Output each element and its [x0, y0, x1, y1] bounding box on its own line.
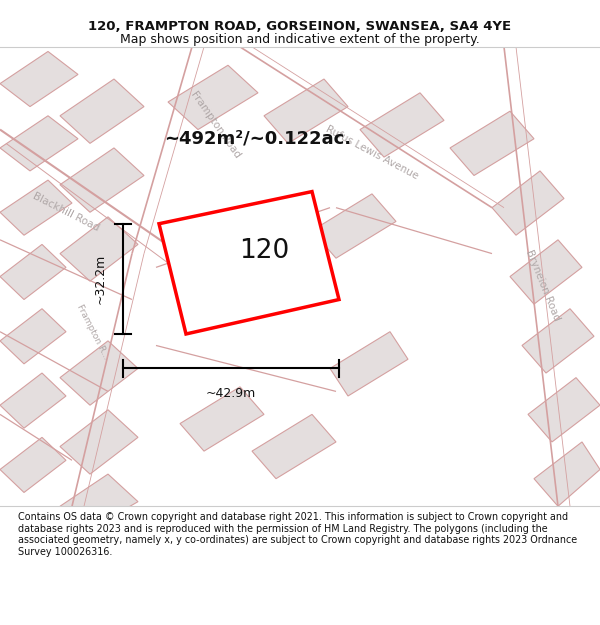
Polygon shape — [522, 309, 594, 373]
Text: Frampton Road: Frampton Road — [189, 90, 243, 160]
Text: 120, FRAMPTON ROAD, GORSEINON, SWANSEA, SA4 4YE: 120, FRAMPTON ROAD, GORSEINON, SWANSEA, … — [88, 20, 512, 33]
Text: Bryneion Road: Bryneion Road — [524, 249, 562, 322]
Polygon shape — [60, 341, 138, 405]
Text: Contains OS data © Crown copyright and database right 2021. This information is : Contains OS data © Crown copyright and d… — [18, 512, 577, 557]
Text: ~42.9m: ~42.9m — [206, 388, 256, 400]
Polygon shape — [0, 51, 78, 107]
Polygon shape — [60, 79, 144, 143]
Polygon shape — [0, 116, 78, 171]
Polygon shape — [330, 332, 408, 396]
Polygon shape — [450, 111, 534, 176]
Polygon shape — [60, 148, 144, 213]
Polygon shape — [264, 79, 348, 143]
Polygon shape — [0, 373, 66, 428]
Polygon shape — [0, 244, 66, 299]
Text: 120: 120 — [239, 238, 289, 264]
Text: Blackhill Road: Blackhill Road — [31, 191, 101, 233]
Polygon shape — [60, 217, 138, 281]
Polygon shape — [0, 180, 72, 235]
Polygon shape — [534, 442, 600, 506]
Polygon shape — [0, 438, 66, 493]
Text: ~32.2m: ~32.2m — [94, 254, 107, 304]
Polygon shape — [312, 194, 396, 258]
Text: ~492m²/~0.122ac.: ~492m²/~0.122ac. — [164, 130, 352, 148]
Polygon shape — [180, 387, 264, 451]
Polygon shape — [360, 92, 444, 157]
Polygon shape — [168, 65, 258, 129]
Polygon shape — [60, 410, 138, 474]
Polygon shape — [528, 378, 600, 442]
Polygon shape — [492, 171, 564, 235]
Polygon shape — [252, 414, 336, 479]
Polygon shape — [0, 309, 66, 364]
Polygon shape — [510, 240, 582, 304]
Text: Frampton R...: Frampton R... — [75, 302, 111, 361]
Text: Map shows position and indicative extent of the property.: Map shows position and indicative extent… — [120, 33, 480, 46]
Polygon shape — [60, 474, 138, 529]
Text: Rufus Lewis Avenue: Rufus Lewis Avenue — [324, 124, 420, 181]
Polygon shape — [159, 192, 339, 334]
